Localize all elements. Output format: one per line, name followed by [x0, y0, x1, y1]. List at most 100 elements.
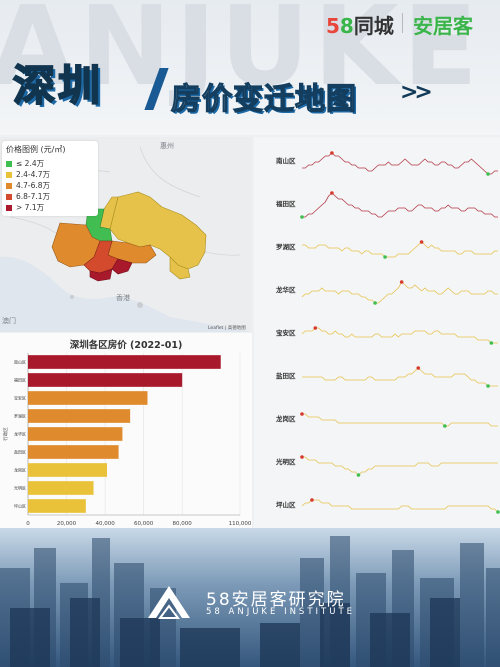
map-label-hongkong: 香港: [116, 294, 130, 302]
bar-category-label: 罗湖区: [14, 413, 26, 419]
trend-line: [302, 367, 498, 387]
legend-swatch: [6, 194, 12, 200]
trend-line: [301, 327, 498, 344]
legend-item: 4.7-6.8万: [6, 180, 94, 191]
map-island: [137, 302, 143, 308]
trend-line: [302, 413, 498, 427]
trend-max-point: [330, 151, 334, 155]
district-name-label: 罗湖区: [276, 242, 296, 251]
bar-category-label: 龙岗区: [14, 467, 26, 473]
district-name-label: 盐田区: [276, 371, 296, 380]
legend-swatch: [6, 172, 12, 178]
map-legend: 价格图例 (元/㎡) ≤ 2.4万 2.4-4.7万 4.7-6.8万 6.8-…: [2, 141, 98, 216]
bar-y-axis-label: 行政区: [2, 427, 9, 441]
skyline-front: [10, 598, 460, 667]
bar: [28, 499, 86, 513]
bar-category-label: 龙华区: [14, 431, 26, 437]
bar: [28, 409, 131, 423]
trend-min-point: [486, 172, 490, 176]
bar-category-label: 光明区: [14, 485, 26, 491]
map-island: [70, 295, 74, 299]
bar-x-tick-label: 80,000: [173, 521, 193, 527]
trend-max-point: [419, 240, 424, 244]
legend-swatch: [6, 205, 12, 211]
legend-label: 6.8-7.1万: [16, 192, 51, 201]
legend-item: > 7.1万: [6, 202, 94, 213]
bar: [28, 481, 94, 495]
district-name-label: 南山区: [276, 156, 296, 165]
trend-line: [302, 456, 498, 476]
district-name-label: 福田区: [275, 199, 296, 208]
bar-x-tick-label: 110,000: [229, 521, 252, 527]
title-arrows: >>: [400, 80, 433, 105]
legend-item: 6.8-7.1万: [6, 191, 94, 202]
bar: [28, 355, 221, 369]
trend-line: [301, 499, 499, 513]
institute-name-en: 58 ANJUKE INSTITUTE: [206, 607, 356, 617]
map-district-futian[interactable]: [111, 258, 133, 275]
legend-label: 2.4-4.7万: [16, 170, 51, 179]
institute-name-cn: 58安居客研究院: [206, 590, 346, 610]
map-attribution[interactable]: Leaflet | 高德地图: [208, 326, 246, 331]
logo-digit-8: 8: [339, 14, 354, 38]
trend-min-point: [486, 384, 490, 388]
trend-line: [302, 192, 498, 218]
map-label-huizhou: 惠州: [160, 142, 174, 150]
trend-min-point: [489, 341, 494, 345]
trend-max-point: [300, 412, 304, 416]
trend-max-point: [416, 366, 421, 370]
trend-max-point: [330, 191, 334, 195]
bar-category-label: 福田区: [14, 377, 26, 383]
bar-x-tick-label: 60,000: [134, 521, 154, 527]
legend-swatch: [6, 161, 12, 167]
brand-anjuke-logo: 安居客: [413, 14, 473, 38]
title-subtitle: 房价变迁地图: [170, 81, 357, 117]
logo-tongcheng: 同城: [353, 14, 394, 38]
trend-max-point: [300, 455, 304, 459]
trend-line: [302, 152, 498, 175]
district-name-label: 龙华区: [275, 285, 296, 294]
bar-x-tick-label: 0: [26, 521, 30, 527]
bar: [28, 427, 123, 441]
trend-max-point: [399, 280, 404, 284]
district-name-label: 光明区: [275, 457, 296, 466]
trend-min-point: [373, 301, 377, 305]
trend-min-point: [356, 473, 361, 477]
bar-category-label: 南山区: [14, 359, 26, 365]
bar-category-label: 坪山区: [14, 503, 26, 509]
trend-min-point: [383, 255, 387, 259]
title-city: 深圳: [12, 60, 104, 111]
district-name-label: 龙岗区: [275, 414, 296, 423]
bar: [28, 391, 148, 405]
map-district-dapeng[interactable]: [169, 256, 191, 280]
map-district-nanshan[interactable]: [89, 268, 113, 282]
brand-divider: [402, 13, 403, 33]
trend-min-point: [496, 510, 500, 514]
bar: [28, 463, 108, 477]
legend-label: ≤ 2.4万: [16, 159, 45, 168]
trend-max-point: [310, 498, 314, 502]
trend-max-point: [313, 326, 318, 330]
legend-item: ≤ 2.4万: [6, 158, 94, 169]
district-name-label: 宝安区: [276, 328, 296, 337]
map-sea: [0, 256, 252, 332]
watermark-text: ANJUKE: [0, 0, 482, 110]
legend-swatch: [6, 183, 12, 189]
institute-logo-icon: [148, 586, 190, 619]
brand-58-logo: 58同城: [326, 10, 394, 39]
legend-label: 4.7-6.8万: [16, 181, 51, 190]
trend-min-point: [443, 424, 447, 428]
bar: [28, 373, 183, 387]
header-background: [0, 0, 500, 135]
trend-line: [301, 281, 498, 304]
logo-digit-5: 5: [326, 14, 340, 38]
city-skyline-banner: [0, 528, 500, 667]
bar: [28, 445, 119, 459]
bar-chart-svg: 0 20,000 40,000 60,000 80,000 110,000 行政区 南山区福田…: [2, 353, 252, 527]
legend-title: 价格图例 (元/㎡): [6, 145, 66, 154]
bar-category-label: 盐田区: [14, 449, 26, 455]
map-label-macau: 澳门: [2, 317, 16, 325]
legend-item: 2.4-4.7万: [6, 169, 94, 180]
bar-x-tick-label: 20,000: [57, 521, 77, 527]
